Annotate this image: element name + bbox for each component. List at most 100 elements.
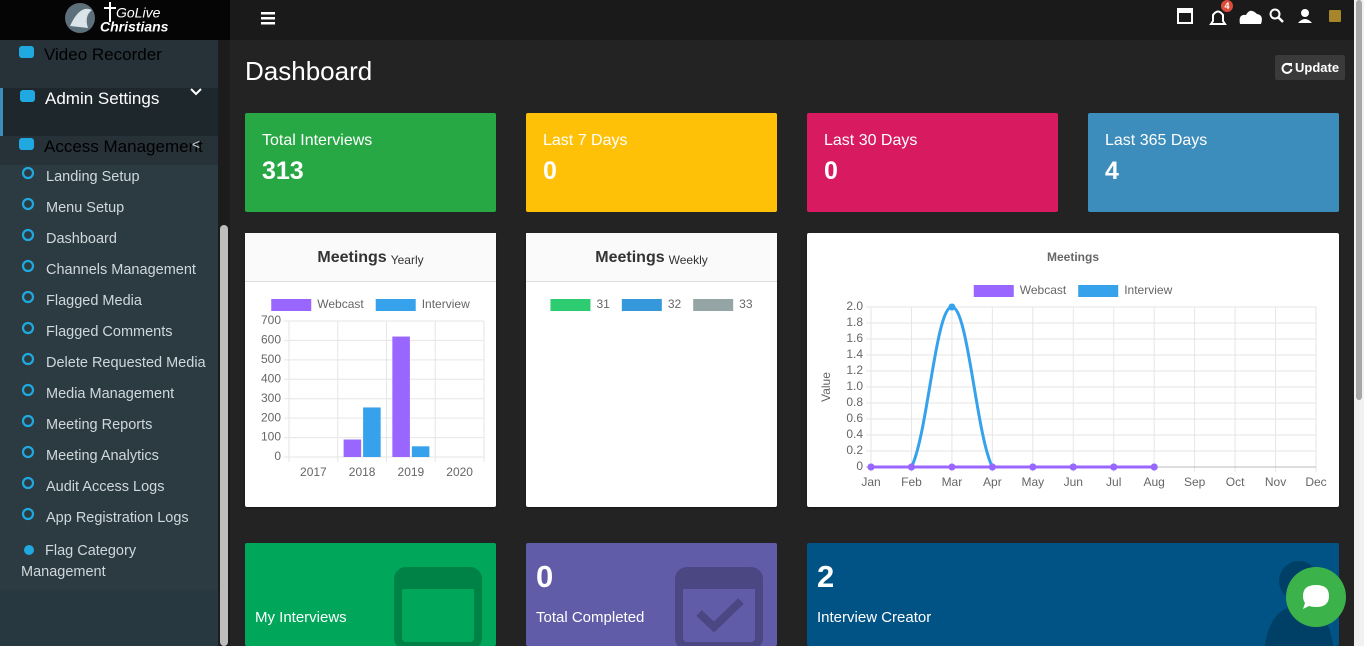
submenu-item[interactable]: Channels Management [0,258,218,289]
stat-value: 0 [824,157,838,185]
x-tick-label: 2018 [349,465,376,479]
bar [343,439,362,457]
bar [392,336,410,457]
menu-icon [21,476,35,490]
chart: Meetings Webcast Interview 0 0.2 0.4 0.6 0.8 1.0… [819,250,1327,489]
chevron-path [190,88,202,96]
legend-swatch [693,299,734,311]
submenu-item[interactable]: Meeting Reports [0,413,218,444]
line-point [907,463,915,471]
chart-title: Meetings Weekly [595,249,707,267]
submenu-label: Dashboard [46,231,117,247]
y-tick-label: 0.2 [846,443,863,457]
briefcase-icon[interactable] [1329,10,1341,22]
icon-ring [21,259,35,273]
y-tick-label: 0.6 [846,411,863,425]
chart-title: Meetings Yearly [317,249,423,267]
icon-band [398,571,478,589]
menu-icon [19,138,34,150]
stat-value: 4 [1105,157,1119,185]
icon-frame [394,567,482,646]
refresh-arc [1281,62,1293,74]
stat-card[interactable]: Last 7 Days 0 [526,113,777,212]
x-tick-label: Apr [983,475,1002,489]
submenu-item[interactable]: Flagged Comments [0,320,218,351]
submenu-item[interactable]: Audit Access Logs [0,475,218,506]
chat-button[interactable] [1285,566,1347,628]
y-tick-label: 1.0 [846,379,863,393]
menu-toggle[interactable] [261,12,275,25]
page-scroll-thumb[interactable] [1356,0,1362,400]
info-card[interactable]: 2 Interview Creator [807,543,1339,646]
bell-icon[interactable]: 4 [1209,0,1233,25]
search-icon[interactable] [1269,8,1284,23]
chat-bubble [1303,585,1329,609]
submenu-item[interactable]: Flagged Media [0,289,218,320]
sidebar-scroll-track [218,40,230,646]
calendar-icon[interactable] [1177,8,1193,24]
x-tick-label: Jul [1106,475,1121,489]
submenu-item[interactable]: Landing Setup [0,165,218,196]
icon-ring [21,507,35,521]
y-tick-label: 500 [261,352,281,366]
x-tick-label: Oct [1226,475,1245,489]
search-handle [1277,16,1284,23]
x-tick-label: 2019 [398,465,425,479]
stat-card[interactable]: Total Interviews 313 [245,113,496,212]
chart-panel: Meetings Weekly 31 32 33 [526,233,777,507]
x-tick-label: Mar [942,475,963,489]
menu-item-active[interactable]: Admin Settings [0,88,218,136]
x-tick-label: Feb [901,475,922,489]
x-tick-label: 2017 [300,465,327,479]
upload-icon[interactable] [1239,10,1262,24]
menu-icon [21,414,35,428]
y-tick-label: 0.4 [846,427,863,441]
submenu-item[interactable]: Menu Setup [0,196,218,227]
legend-swatch [621,299,662,311]
menu-bar [261,12,275,15]
menu-icon [21,228,35,242]
submenu-item[interactable]: App Registration Logs [0,506,218,537]
submenu-item[interactable]: Delete Requested Media [0,351,218,382]
stat-card[interactable]: Last 30 Days 0 [807,113,1058,212]
stat-card[interactable]: Last 365 Days 4 [1088,113,1339,212]
info-card[interactable]: 0 Total Completed [526,543,777,646]
info-card[interactable]: My Interviews [245,543,496,646]
menu-item[interactable]: Video Recorder [0,44,218,88]
stat-label: Total Interviews [262,132,373,149]
menu-icon [21,197,35,211]
menu-label: Admin Settings [45,89,160,108]
user-icon[interactable] [1298,9,1312,23]
x-tick-label: Jun [1064,475,1083,489]
page-title: Dashboard [245,56,373,86]
submenu-item[interactable]: Flag Category Management [21,541,181,583]
y-tick-label: 1.4 [846,347,863,361]
y-tick-label: 300 [261,391,281,405]
card-icon [394,567,482,646]
stat-label: Last 7 Days [543,132,628,149]
sidebar-scroll-thumb[interactable] [220,225,228,646]
line-point [1069,463,1077,471]
stat-value: 313 [262,157,304,185]
x-tick-label: Aug [1144,475,1165,489]
submenu-item[interactable]: Meeting Analytics [0,444,218,475]
logo[interactable]: GoLive Christians [0,0,230,40]
icon-ring [21,445,35,459]
stat-label: Last 365 Days [1105,132,1208,149]
submenu-label: Meeting Reports [46,417,153,433]
bar [363,407,381,457]
submenu-item[interactable]: Media Management [0,382,218,413]
icon-ring [21,166,35,180]
submenu-item[interactable]: Dashboard [0,227,218,258]
icon-ring [21,352,35,366]
notification-badge [1221,0,1233,12]
y-tick-label: 0 [856,459,863,473]
y-tick-label: 0.8 [846,395,863,409]
update-button[interactable]: Update [1275,55,1346,80]
menu-icon [24,545,34,555]
x-tick-label: Nov [1265,475,1286,489]
chart-panel: Meetings Yearly Webcast Interview 0 100 200 300… [245,233,496,507]
legend-label: Webcast [1020,283,1067,297]
refresh-icon [1281,62,1293,74]
menu-icon [21,290,35,304]
